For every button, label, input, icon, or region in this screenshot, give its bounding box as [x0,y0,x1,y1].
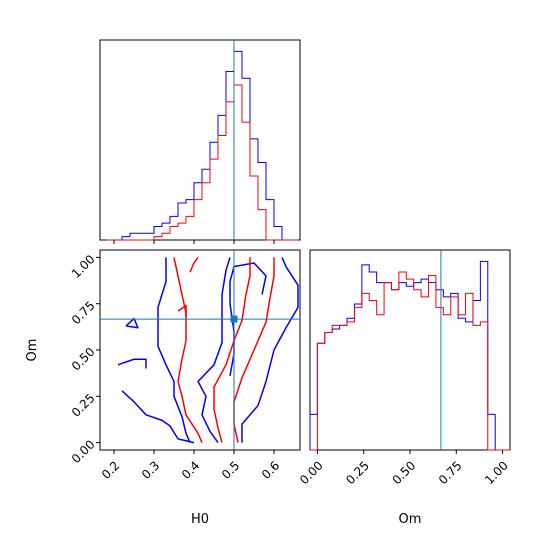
contour-blue [197,257,231,444]
om-y-tick-label: 0.25 [69,391,98,420]
om-x-tick-label: 0.25 [343,458,372,487]
contour-red [233,257,275,443]
joint-truth-marker [230,315,238,323]
om-histogram-red [310,271,510,451]
x-axis-label-h0: H0 [191,512,209,527]
om-x-tick-label: 0.50 [390,458,419,487]
om-x-tick-label: 0.75 [436,458,465,487]
x-axis-label-om: Om [399,512,422,527]
joint-contours [117,256,299,444]
contour-red [173,257,203,443]
contour-blue [241,257,299,443]
panel-h0-om-contours [99,249,301,451]
contour-blue [121,390,195,444]
om-histogram-blue [309,260,510,451]
h0-x-tick-label: 0.6 [259,458,282,481]
contour-blue [125,317,139,329]
om-y-tick-label: 0.50 [69,345,98,374]
plot-layer [100,40,510,451]
h0-histogram-blue [106,50,298,241]
contour-blue [117,358,147,369]
h0-x-tick-label: 0.4 [179,458,202,481]
h0-x-tick-label: 0.2 [99,458,122,481]
contour-red [213,257,251,443]
contour-red [177,304,187,317]
om-y-tick-label: 1.00 [69,252,98,281]
contour-red [189,256,199,273]
om-x-tick-label: 0.00 [297,458,326,487]
om-y-tick-label: 0.75 [69,298,98,327]
contour-blue [157,257,191,443]
om-y-tick-label: 0.00 [69,437,98,466]
om-x-tick-label: 1.00 [482,458,511,487]
h0-histogram-red [106,84,298,241]
h0-x-tick-label: 0.3 [139,458,162,481]
y-axis-label-om: Om [25,339,40,362]
h0-x-tick-label: 0.5 [219,458,242,481]
panel-h0-histogram [99,39,301,241]
